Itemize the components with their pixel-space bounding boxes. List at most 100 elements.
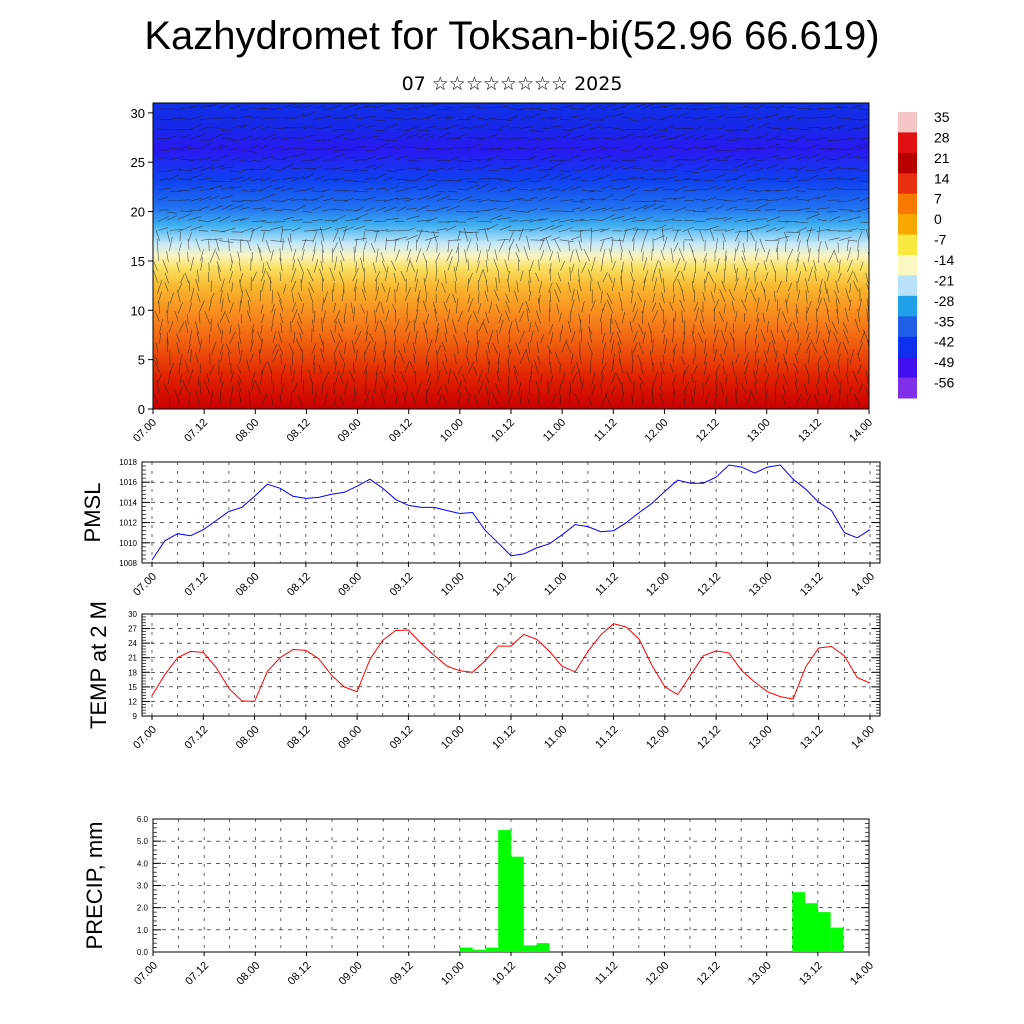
wind-barb [467,297,474,313]
wind-barb [652,169,667,172]
wind-barb [674,178,690,181]
wind-barb [560,174,572,180]
wind-barb [297,394,303,405]
xtick-label: 11.00 [542,571,569,598]
wind-barb [690,373,694,383]
wind-barb [652,371,658,385]
wind-barb [292,112,306,120]
wind-barb [321,250,324,263]
wind-barb [354,238,358,253]
wind-barb [291,227,302,232]
wind-barb [591,371,596,386]
wind-barb [354,286,357,302]
wind-barb [693,156,705,161]
wind-barb [396,206,407,212]
wind-barb [384,109,396,112]
wind-barb [322,126,332,129]
wind-barb [476,183,489,190]
wind-barb [494,289,500,302]
wind-barb [323,371,330,384]
wind-barb [763,260,767,271]
wind-barb [239,160,252,163]
wind-barb [270,226,283,230]
wind-barb [681,310,683,324]
wind-barb [405,207,417,210]
wind-barb [158,118,171,120]
wind-barb [158,157,168,159]
wind-barb [765,389,768,404]
wind-barb [384,359,387,373]
wind-barb [323,291,329,303]
wind-barb [425,328,428,344]
wind-barb [447,146,458,150]
wind-barb [190,186,203,190]
wind-barb [190,158,203,161]
wind-barb [395,108,411,110]
wind-barb [652,339,654,353]
wind-barb [786,106,798,109]
wind-barb [281,382,284,394]
wind-barb [189,225,203,231]
wind-barb [579,231,582,243]
wind-barb [590,105,602,111]
wind-barb [321,383,324,394]
wind-barb [260,304,264,314]
wind-barb [600,185,614,190]
wind-barb [177,290,181,303]
wind-barb [785,176,798,180]
wind-barb [199,380,201,394]
wind-barb [375,206,387,212]
wind-barb [795,303,799,314]
wind-barb [333,149,347,151]
wind-barb [215,251,220,261]
precip-bar [792,892,806,952]
wind-barb [447,256,453,271]
xtick-label: 10.12 [490,960,518,988]
wind-barb [622,176,636,181]
wind-barb [375,286,380,302]
wind-barb [846,372,849,384]
wind-barb [324,391,328,405]
heat-ytick-label: 15 [131,254,145,269]
wind-barb [322,310,326,324]
wind-barb [808,350,810,364]
wind-barb [849,283,852,294]
wind-barb [475,353,478,363]
wind-barb [252,220,267,223]
wind-barb [682,226,695,232]
wind-barb [332,242,338,253]
colorbar-label: 35 [934,109,950,125]
wind-barb [301,104,314,109]
wind-barb [714,217,728,220]
ytick-label: 6.0 [137,815,149,824]
wind-barb [478,269,484,282]
wind-barb [344,113,358,118]
wind-barb [177,214,191,220]
wind-barb [561,129,573,131]
wind-barb [750,389,757,404]
wind-barb [444,332,448,343]
wind-barb [857,342,864,355]
wind-barb [527,397,531,406]
wind-barb [386,139,397,141]
wind-barb [520,115,531,120]
wind-barb [468,272,473,284]
wind-barb [413,353,416,363]
wind-barb [662,278,665,293]
wind-barb [857,308,860,323]
wind-barb [238,389,242,404]
wind-barb [806,342,811,354]
wind-barb [651,382,654,395]
wind-barb [687,230,694,242]
wind-barb [272,344,278,355]
wind-barb [611,385,616,396]
wind-barb [580,197,594,201]
precip-bar [472,949,486,952]
wind-barb [154,394,159,405]
wind-barb [631,279,635,294]
wind-barb [632,309,639,322]
wind-barb [351,339,356,354]
wind-barb [270,117,280,119]
wind-barb [837,353,841,364]
wind-barb [705,390,711,405]
